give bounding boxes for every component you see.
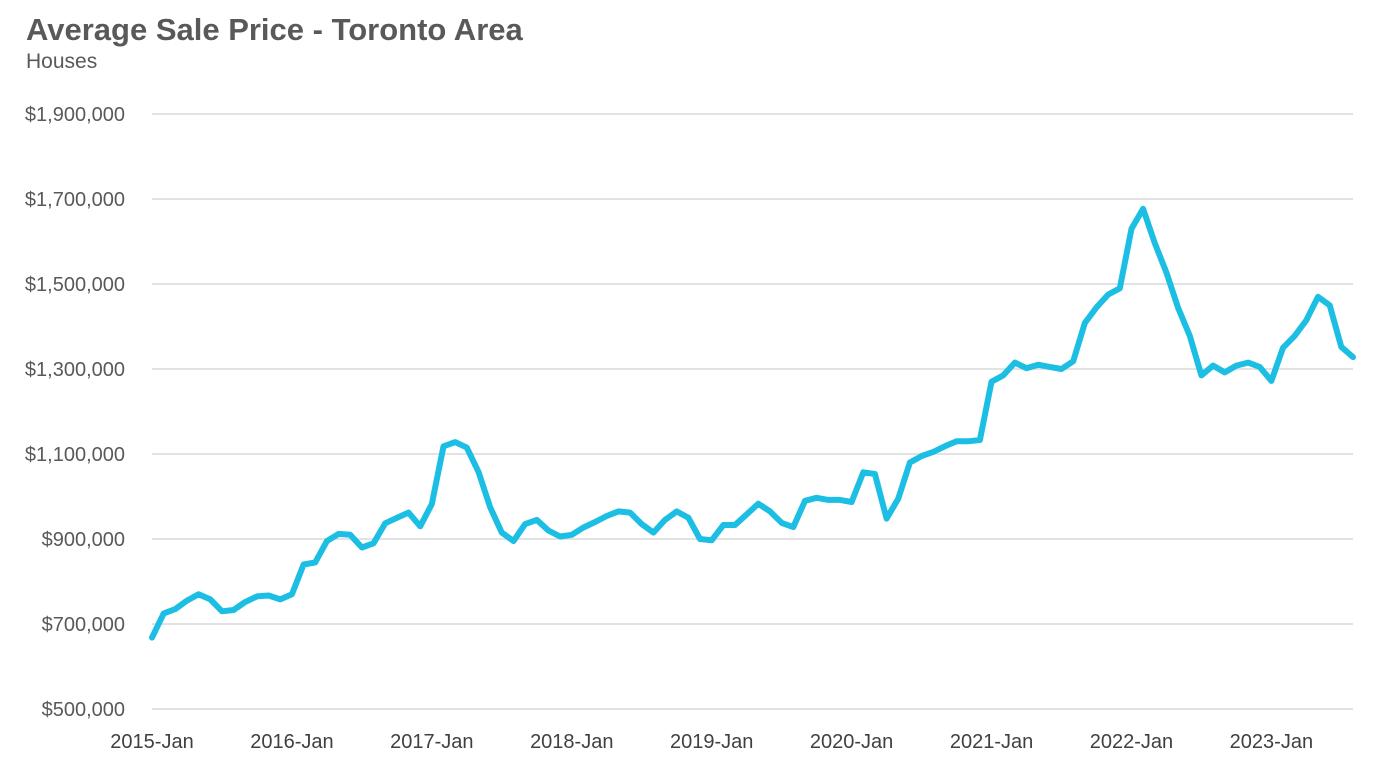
gridlines — [152, 113, 1353, 710]
x-tick-label: 2023-Jan — [1230, 731, 1313, 753]
y-tick-label: $500,000 — [42, 699, 125, 721]
y-tick-label: $1,300,000 — [25, 359, 125, 381]
y-tick-label: $1,500,000 — [25, 274, 125, 296]
x-tick-label: 2016-Jan — [250, 731, 333, 753]
x-axis-ticks: 2015-Jan 2016-Jan 2017-Jan 2018-Jan 2019-Jan… — [110, 731, 1313, 753]
y-axis-ticks: $500,000 $700,000 $900,000 $1,100,000 $1,300… — [25, 104, 125, 721]
x-tick-label: 2015-Jan — [110, 731, 193, 753]
series-group — [149, 205, 1356, 641]
chart-title: Average Sale Price - Toronto Area — [26, 12, 523, 47]
y-tick-label: $700,000 — [42, 614, 125, 636]
x-tick-label: 2021-Jan — [950, 731, 1033, 753]
y-tick-label: $900,000 — [42, 529, 125, 551]
y-tick-label: $1,900,000 — [25, 104, 125, 126]
x-tick-label: 2022-Jan — [1090, 731, 1173, 753]
series-line — [149, 205, 1356, 641]
x-tick-label: 2018-Jan — [530, 731, 613, 753]
x-tick-label: 2020-Jan — [810, 731, 893, 753]
x-tick-label: 2019-Jan — [670, 731, 753, 753]
y-tick-label: $1,700,000 — [25, 189, 125, 211]
chart-subtitle: Houses — [26, 50, 98, 73]
y-tick-label: $1,100,000 — [25, 444, 125, 466]
x-tick-label: 2017-Jan — [390, 731, 473, 753]
